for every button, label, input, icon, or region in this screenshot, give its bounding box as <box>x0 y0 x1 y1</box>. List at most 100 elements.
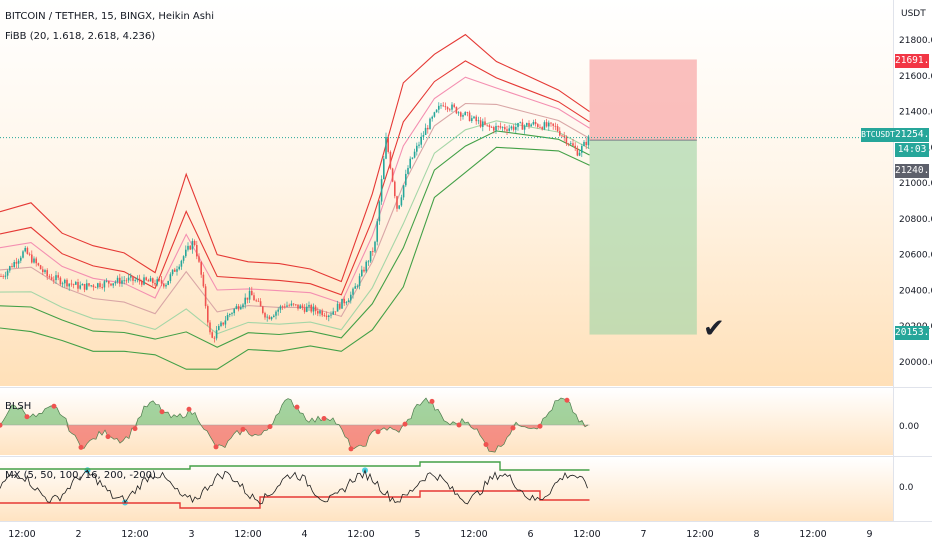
candle-body <box>48 276 51 278</box>
take-profit-zone[interactable] <box>589 140 697 335</box>
symbol-legend[interactable]: BITCOIN / TETHER, 15, BINGX, Heikin Ashi <box>5 11 215 22</box>
candle-body <box>57 275 59 278</box>
candle-body <box>581 146 583 153</box>
candle-body <box>72 284 75 285</box>
time-axis[interactable]: 12:00 2 12:00 3 12:00 4 12:00 5 12:00 6 12:00 7 12:0… <box>8 529 872 540</box>
candle-body <box>455 106 458 114</box>
candle-body <box>354 286 356 289</box>
candle-body <box>484 121 486 125</box>
candle-body <box>83 283 86 290</box>
candle-body <box>559 131 561 136</box>
candle-body <box>506 129 508 131</box>
candle-body <box>134 280 136 281</box>
blsh-legend[interactable]: BLSH <box>5 401 32 412</box>
candle-body <box>248 290 251 300</box>
candle-body <box>145 277 147 281</box>
fibb-upper-1618 <box>0 76 590 304</box>
checkmark-annotation: ✔ <box>703 314 725 344</box>
candle-body <box>116 277 119 282</box>
candle-body <box>407 167 409 174</box>
candle-body <box>185 249 187 257</box>
candle-body <box>59 277 62 285</box>
candle-body <box>585 141 587 146</box>
candle-body <box>152 278 154 284</box>
fibb-legend[interactable]: FiBB (20, 1.618, 2.618, 4.236) <box>5 31 156 42</box>
time-tick-label: 12:00 <box>234 529 261 540</box>
candle-body <box>99 283 101 288</box>
candle-body <box>312 306 315 312</box>
time-tick-label: 7 <box>640 529 646 540</box>
blsh-signal-dot <box>375 429 381 435</box>
candle-body <box>389 151 392 169</box>
candle-body <box>435 109 438 113</box>
candle-body <box>358 276 361 286</box>
candle-body <box>352 288 354 295</box>
candle-body <box>39 265 42 270</box>
candle-body <box>187 245 189 250</box>
candle-body <box>486 124 488 126</box>
candle-body <box>550 122 552 124</box>
candle-body <box>572 143 574 146</box>
price-tick-label: 20000.00 <box>899 358 932 368</box>
candle-body <box>530 124 532 127</box>
candle-body <box>242 304 244 308</box>
candle-body <box>411 157 414 159</box>
candle-body <box>303 307 306 312</box>
time-tick-label: 12:00 <box>799 529 826 540</box>
candle-body <box>534 121 537 125</box>
candle-body <box>363 269 365 272</box>
candle-body <box>578 152 581 156</box>
target-high-tag: 21691.13 <box>895 54 932 68</box>
candle-body <box>138 278 141 282</box>
candle-body <box>266 316 268 318</box>
blsh-axis-tick: 0.00 <box>899 422 919 432</box>
time-tick-label: 12:00 <box>8 529 35 540</box>
candle-body <box>33 258 35 263</box>
candle-body <box>420 136 422 145</box>
candle-body <box>501 127 504 128</box>
candle-body <box>387 137 389 152</box>
price-tick-label: 21000.00 <box>899 179 932 189</box>
candle-body <box>55 275 57 281</box>
candle-body <box>563 135 565 138</box>
candle-body <box>314 306 317 312</box>
candle-body <box>209 322 211 333</box>
candle-body <box>70 283 73 285</box>
candle-body <box>35 258 37 264</box>
candle-body <box>224 320 227 325</box>
candle-body <box>165 284 167 287</box>
stop-loss-zone[interactable] <box>589 59 697 141</box>
candle-body <box>587 136 590 146</box>
target-low-tag: 20153.36 <box>895 326 932 340</box>
candle-body <box>158 279 161 281</box>
candle-body <box>457 112 460 114</box>
candle-body <box>130 276 132 278</box>
candle-body <box>37 263 40 266</box>
blsh-negative-area <box>0 425 590 453</box>
candle-body <box>515 127 517 130</box>
main-pane-bg <box>0 0 893 386</box>
candle-body <box>277 309 279 312</box>
candle-body <box>479 120 482 127</box>
candle-body <box>42 269 44 273</box>
candle-body <box>97 283 99 288</box>
blsh-signal-dot <box>267 424 273 430</box>
candle-body <box>350 294 352 301</box>
candle-body <box>504 127 506 130</box>
candle-body <box>79 285 81 289</box>
time-tick-label: 12:00 <box>573 529 600 540</box>
candle-body <box>499 126 502 128</box>
candle-body <box>490 127 493 128</box>
blsh-signal-dot <box>321 416 327 422</box>
blsh-signal-dot <box>429 398 435 404</box>
mx-legend[interactable]: MX (5, 50, 100, 16, 200, -200) <box>5 470 156 481</box>
time-tick-label: 12:00 <box>121 529 148 540</box>
candle-body <box>409 158 411 168</box>
candle-body <box>453 104 455 107</box>
candle-body <box>583 141 585 147</box>
candle-body <box>508 128 510 131</box>
candle-body <box>288 305 290 307</box>
candle-body <box>347 300 350 303</box>
candle-body <box>493 127 495 131</box>
